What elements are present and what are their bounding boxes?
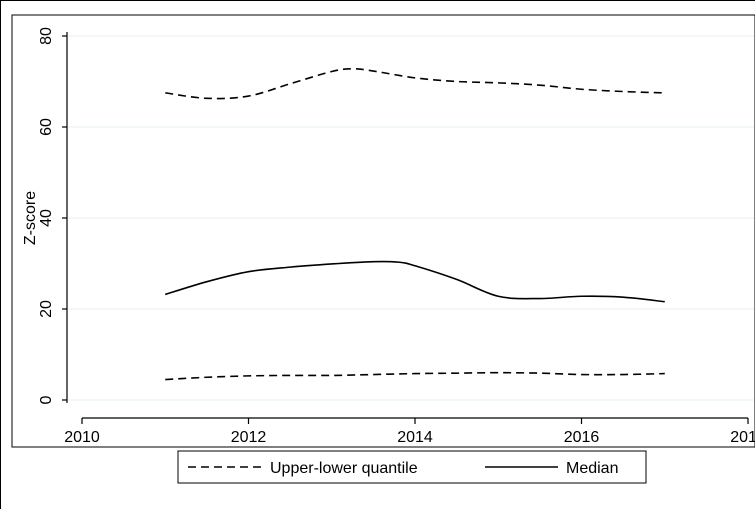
gridlines	[68, 35, 754, 401]
series-line-0	[165, 67, 665, 100]
legend-label-median: Median	[566, 460, 618, 477]
series	[165, 67, 665, 381]
x-tick-label-1: 2012	[231, 429, 267, 446]
y-tick-label-1: 20	[38, 300, 55, 318]
x-tick-label-2: 2014	[397, 429, 433, 446]
plot-frame	[11, 14, 755, 448]
y-axis-label: Z-score	[22, 191, 39, 245]
y-tick-label-0: 0	[38, 395, 55, 404]
x-tick-label-3: 2016	[564, 429, 600, 446]
series-line-1	[165, 371, 665, 381]
ticks: 0 20 40 60 80 2010 2012 2014 2016 2018	[38, 27, 755, 446]
legend: Upper-lower quantile Median	[177, 450, 647, 484]
y-tick-label-2: 40	[38, 209, 55, 227]
x-tick-label-0: 2010	[64, 429, 100, 446]
series-line-2	[165, 260, 665, 303]
y-tick-label-3: 60	[38, 118, 55, 136]
y-tick-label-4: 80	[38, 27, 55, 45]
legend-label-upper-lower: Upper-lower quantile	[270, 460, 418, 477]
x-tick-label-4: 2018	[730, 429, 755, 446]
